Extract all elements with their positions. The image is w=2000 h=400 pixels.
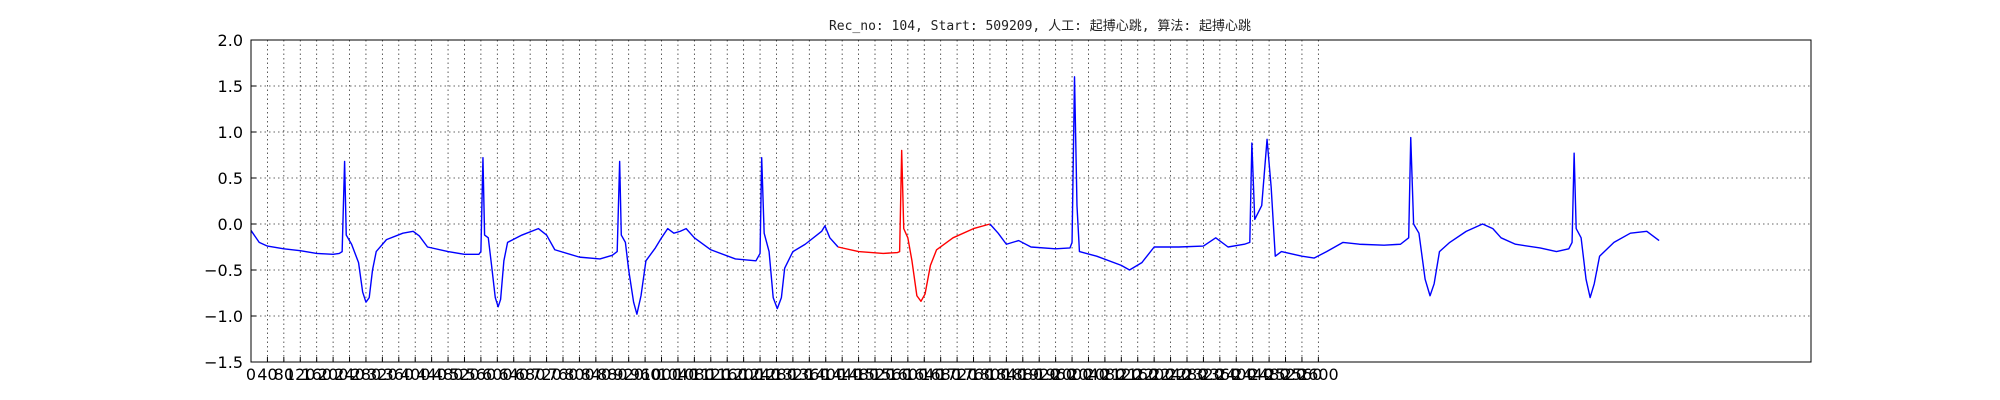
x-tick-label: 480 bbox=[433, 365, 464, 384]
x-tick-label: 2600 bbox=[1298, 365, 1339, 384]
x-tick-label: 1520 bbox=[855, 365, 896, 384]
x-tick-label: 1040 bbox=[658, 365, 699, 384]
x-tick-label: 80 bbox=[274, 365, 294, 384]
y-tick-label: −1.0 bbox=[204, 307, 243, 326]
x-tick-label: 1320 bbox=[773, 365, 814, 384]
series-2-line-0 bbox=[989, 76, 1660, 299]
y-tick-label: 0.5 bbox=[218, 169, 243, 188]
x-tick-label: 280 bbox=[351, 365, 382, 384]
x-tick-label: 1160 bbox=[707, 365, 748, 384]
x-tick-label: 2320 bbox=[1183, 365, 1224, 384]
x-tick-label: 960 bbox=[630, 365, 661, 384]
x-tick-label: 1080 bbox=[674, 365, 715, 384]
y-tick-label: 1.5 bbox=[218, 77, 243, 96]
x-tick-label: 2400 bbox=[1216, 365, 1257, 384]
x-tick-label: 2520 bbox=[1265, 365, 1306, 384]
plot-frame bbox=[250, 39, 1812, 363]
x-tick-label: 880 bbox=[597, 365, 628, 384]
y-tick-label: 1.0 bbox=[218, 123, 243, 142]
y-tick-label: −0.5 bbox=[204, 261, 243, 280]
x-tick-label: 1960 bbox=[1035, 365, 1076, 384]
x-tick-label: 1800 bbox=[970, 365, 1011, 384]
x-tick-label: 1840 bbox=[986, 365, 1027, 384]
x-axis-ticks: 0 408012016020024028032036040044048052056… bbox=[246, 357, 1339, 384]
y-tick-label: 2.0 bbox=[218, 31, 243, 50]
x-tick-label: 120 bbox=[285, 365, 316, 384]
x-tick-label: 440 bbox=[416, 365, 447, 384]
x-tick-label: 600 bbox=[482, 365, 513, 384]
x-tick-label: 2560 bbox=[1282, 365, 1323, 384]
x-tick-label: 1200 bbox=[723, 365, 764, 384]
x-tick-label: 520 bbox=[449, 365, 480, 384]
x-tick-label: 2160 bbox=[1117, 365, 1158, 384]
x-tick-label: 360 bbox=[384, 365, 415, 384]
x-tick-label: 2280 bbox=[1167, 365, 1208, 384]
x-tick-label: 1560 bbox=[871, 365, 912, 384]
x-tick-label: 2240 bbox=[1150, 365, 1191, 384]
x-tick-label: 840 bbox=[581, 365, 612, 384]
x-tick-label: 40 bbox=[257, 365, 277, 384]
x-tick-label: 1720 bbox=[937, 365, 978, 384]
x-tick-label: 680 bbox=[515, 365, 546, 384]
y-axis-ticks: 2.0 1.5 1.0 0.5 0.0 −0.5 −1.0 −1.5 bbox=[204, 31, 256, 372]
x-tick-label: 1920 bbox=[1019, 365, 1060, 384]
x-tick-label: 1880 bbox=[1002, 365, 1043, 384]
x-tick-label: 720 bbox=[531, 365, 562, 384]
x-tick-label: 2360 bbox=[1199, 365, 1240, 384]
x-tick-label: 1400 bbox=[805, 365, 846, 384]
x-tick-label: 1120 bbox=[690, 365, 731, 384]
x-tick-label: 0 bbox=[246, 365, 256, 384]
x-tick-label: 1240 bbox=[740, 365, 781, 384]
series-1-line-0 bbox=[837, 149, 991, 302]
x-tick-label: 1000 bbox=[641, 365, 682, 384]
x-tick-label: 2440 bbox=[1232, 365, 1273, 384]
x-tick-label: 400 bbox=[400, 365, 431, 384]
x-tick-label: 800 bbox=[564, 365, 595, 384]
x-tick-label: 2000 bbox=[1052, 365, 1093, 384]
x-tick-label: 2040 bbox=[1068, 365, 1109, 384]
x-tick-label: 920 bbox=[613, 365, 644, 384]
x-tick-label: 240 bbox=[334, 365, 365, 384]
y-tick-label: 0.0 bbox=[218, 215, 243, 234]
x-tick-label: 2480 bbox=[1249, 365, 1290, 384]
x-tick-label: 2120 bbox=[1101, 365, 1142, 384]
chart-title: Rec_no: 104, Start: 509209, 人工: 起搏心跳, 算法… bbox=[829, 18, 1251, 34]
x-tick-label: 200 bbox=[318, 365, 349, 384]
x-tick-label: 1680 bbox=[920, 365, 961, 384]
x-tick-label: 1360 bbox=[789, 365, 830, 384]
x-tick-label: 2080 bbox=[1085, 365, 1126, 384]
x-tick-label: 1640 bbox=[904, 365, 945, 384]
x-tick-label: 160 bbox=[301, 365, 332, 384]
series-0-line-0 bbox=[250, 157, 839, 315]
x-tick-label: 1440 bbox=[822, 365, 863, 384]
x-tick-label: 560 bbox=[466, 365, 497, 384]
y-tick-label: −1.5 bbox=[204, 353, 243, 372]
x-tick-label: 1280 bbox=[756, 365, 797, 384]
x-tick-label: 640 bbox=[498, 365, 529, 384]
signal-series bbox=[250, 76, 1660, 315]
x-tick-label: 1760 bbox=[953, 365, 994, 384]
x-tick-label: 320 bbox=[367, 365, 398, 384]
x-tick-label: 1480 bbox=[838, 365, 879, 384]
x-tick-label: 1600 bbox=[887, 365, 928, 384]
grid-lines bbox=[251, 40, 1811, 362]
x-tick-label: 2200 bbox=[1134, 365, 1175, 384]
x-tick-label: 760 bbox=[548, 365, 579, 384]
